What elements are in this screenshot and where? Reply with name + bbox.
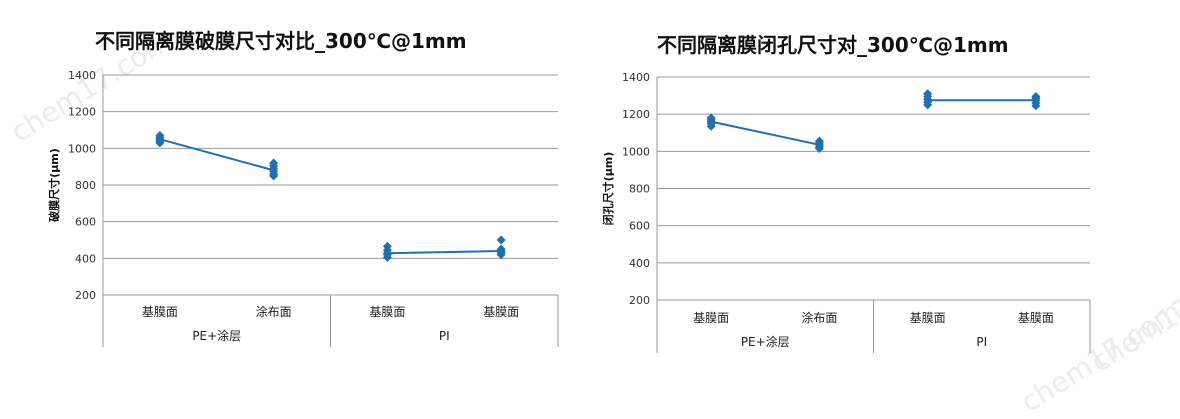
y-tick-label: 400 [629,257,650,270]
y-axis-label: 破膜尺寸(μm) [47,148,61,222]
x-group-label: PE+涂层 [192,328,241,343]
chart-title: 不同隔离膜闭孔尺寸对_300℃@1mm [657,33,1009,57]
x-category-label: 基膜面 [910,311,946,325]
data-point [1031,92,1041,102]
y-tick-label: 1200 [68,106,96,119]
x-category-label: 基膜面 [369,305,405,319]
data-point [706,113,716,123]
y-tick-label: 800 [75,179,96,192]
x-group-label: PI [976,335,987,349]
data-point [814,136,824,146]
y-tick-label: 1200 [622,108,650,121]
y-tick-label: 1400 [622,71,650,84]
x-group-label: PI [439,329,450,343]
y-tick-label: 600 [75,216,96,229]
x-category-label: 基膜面 [142,305,178,319]
x-category-label: 基膜面 [483,305,519,319]
x-category-label: 基膜面 [693,311,729,325]
series-line [387,250,502,255]
chart-closing-size: 不同隔离膜闭孔尺寸对_300℃@1mm 200 400 600 800 1000 1200 1… [590,0,1180,400]
x-category-label: 基膜面 [1018,311,1054,325]
y-tick-label: 800 [629,183,650,196]
y-axis-label: 闭孔尺寸(μm) [601,152,615,226]
y-tick-label: 200 [629,294,650,307]
x-group-label: PE+涂层 [741,334,790,349]
chart-svg: 不同隔离膜破膜尺寸对比_300℃@1mm 200 400 600 800 1000 1200… [47,29,559,347]
series-line [159,138,274,172]
data-point [496,235,506,245]
x-category-label: 涂布面 [256,304,292,319]
y-tick-label: 400 [75,252,96,265]
y-tick-label: 1000 [622,145,650,158]
x-category-label: 涂布面 [801,310,837,325]
chart-svg: 不同隔离膜闭孔尺寸对_300℃@1mm 200 400 600 800 1000 1200 1… [601,33,1091,353]
chart-breaking-size: 不同隔离膜破膜尺寸对比_300℃@1mm 200 400 600 800 1000 1200… [0,0,590,400]
y-tick-label: 200 [75,289,96,302]
chart-title: 不同隔离膜破膜尺寸对比_300℃@1mm [95,29,467,53]
data-point [923,89,933,99]
data-point [155,131,165,140]
y-tick-label: 1000 [68,142,96,155]
data-point [496,244,506,254]
y-tick-label: 600 [629,220,650,233]
data-point [382,241,392,251]
y-tick-label: 1400 [68,69,96,82]
series-line [710,120,820,146]
data-point [269,158,279,168]
